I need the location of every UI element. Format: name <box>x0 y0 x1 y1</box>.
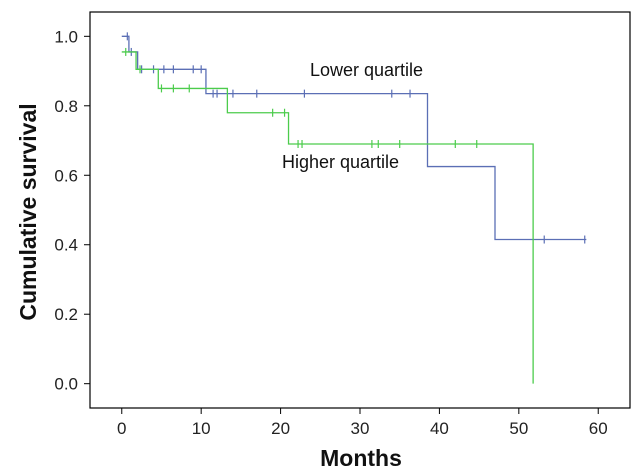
x-tick-label: 30 <box>351 419 370 438</box>
y-tick-label: 0.6 <box>54 166 78 185</box>
x-tick-label: 10 <box>192 419 211 438</box>
y-axis-title: Cumulative survival <box>15 103 41 320</box>
x-tick-label: 60 <box>589 419 608 438</box>
series-1-line <box>121 51 534 384</box>
y-tick-label: 0.4 <box>54 236 78 255</box>
x-axis: 0 10 20 30 40 50 60 <box>117 408 608 438</box>
series-layer <box>121 32 587 384</box>
y-axis: 0.0 0.2 0.4 0.6 0.8 1.0 <box>54 27 90 394</box>
y-tick-label: 0.0 <box>54 375 78 394</box>
x-tick-label: 0 <box>117 419 126 438</box>
y-tick-label: 1.0 <box>54 27 78 46</box>
x-tick-label: 50 <box>509 419 528 438</box>
annotation-higher-quartile: Higher quartile <box>282 152 399 172</box>
y-tick-label: 0.8 <box>54 97 78 116</box>
annotation-lower-quartile: Lower quartile <box>310 60 423 80</box>
x-axis-title: Months <box>320 445 402 471</box>
x-tick-label: 40 <box>430 419 449 438</box>
series-0-line <box>121 35 587 241</box>
x-tick-label: 20 <box>271 419 290 438</box>
y-tick-label: 0.2 <box>54 305 78 324</box>
